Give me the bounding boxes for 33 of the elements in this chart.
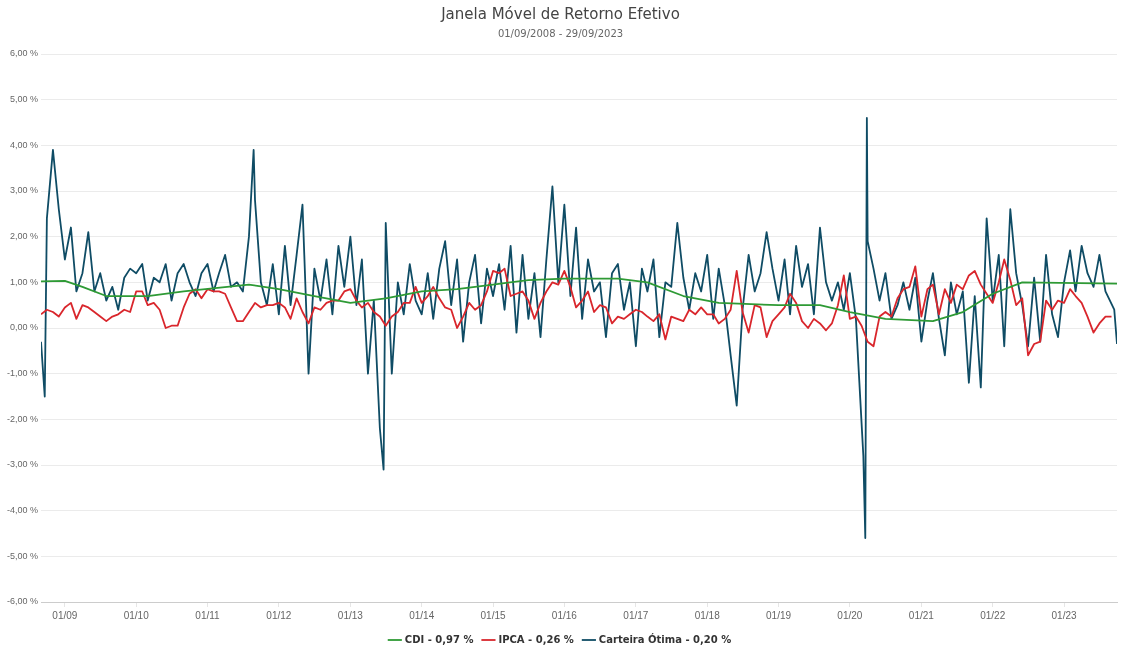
y-tick-label: 3,00 %: [9, 185, 39, 196]
y-tick-label: -1,00 %: [6, 368, 39, 379]
x-tick-label: 01/19: [766, 609, 792, 621]
y-tick-label: 4,00 %: [9, 139, 39, 150]
x-tick-label: 01/11: [195, 609, 221, 621]
legend-label: IPCA - 0,26 %: [498, 633, 574, 645]
y-tick-label: -3,00 %: [6, 459, 39, 470]
x-tick-label: 01/09: [52, 609, 78, 621]
x-tick-label: 01/10: [123, 609, 150, 621]
y-tick-label: 5,00 %: [9, 94, 39, 105]
y-tick-label: 2,00 %: [9, 231, 39, 242]
x-tick-label: 01/12: [266, 609, 292, 621]
y-tick-label: 0,00 %: [9, 322, 39, 333]
chart-title: Janela Móvel de Retorno Efetivo: [440, 4, 680, 23]
x-tick-label: 01/17: [623, 609, 649, 621]
x-tick-label: 01/21: [908, 609, 935, 621]
y-tick-label: 6,00 %: [9, 48, 39, 59]
legend-label: CDI - 0,97 %: [404, 633, 474, 645]
x-tick-label: 01/15: [480, 609, 506, 621]
x-tick-label: 01/13: [337, 609, 364, 621]
y-tick-label: -6,00 %: [6, 596, 39, 607]
y-tick-label: -2,00 %: [6, 413, 39, 424]
legend-label: Carteira Ótima - 0,20 %: [598, 632, 732, 645]
y-tick-label: -5,00 %: [6, 550, 39, 561]
chart-subtitle: 01/09/2008 - 29/09/2023: [497, 27, 624, 39]
x-tick-label: 01/18: [694, 609, 721, 621]
x-tick-label: 01/23: [1051, 609, 1077, 621]
x-tick-label: 01/16: [551, 609, 578, 621]
x-tick-label: 01/14: [409, 609, 435, 621]
y-tick-label: 1,00 %: [9, 276, 39, 287]
y-tick-label: -4,00 %: [6, 505, 39, 516]
x-tick-label: 01/20: [837, 609, 863, 621]
x-tick-label: 01/22: [980, 609, 1006, 621]
